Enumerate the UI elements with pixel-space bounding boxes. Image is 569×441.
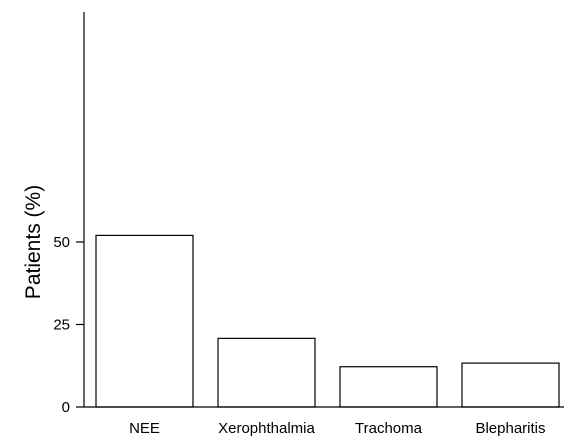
y-axis-ticks: 0 25 50 — [53, 234, 84, 416]
y-tick-label: 25 — [53, 317, 70, 334]
bar-xerophthalmia — [217, 337, 316, 408]
x-tick-label: Blepharitis — [475, 420, 545, 437]
bar-nee — [95, 234, 194, 408]
bars-group — [95, 234, 560, 408]
y-tick-label: 50 — [53, 234, 70, 251]
bar-blepharitis — [461, 362, 560, 408]
x-tick-label: Xerophthalmia — [218, 420, 315, 437]
x-tick-label: NEE — [129, 420, 160, 437]
bar-trachoma — [339, 366, 438, 408]
y-axis-title: Patients (%) — [22, 185, 45, 299]
y-tick-label: 0 — [62, 399, 70, 416]
x-tick-label: Trachoma — [355, 420, 423, 437]
x-axis-labels: NEE Xerophthalmia Trachoma Blepharitis — [129, 420, 545, 437]
